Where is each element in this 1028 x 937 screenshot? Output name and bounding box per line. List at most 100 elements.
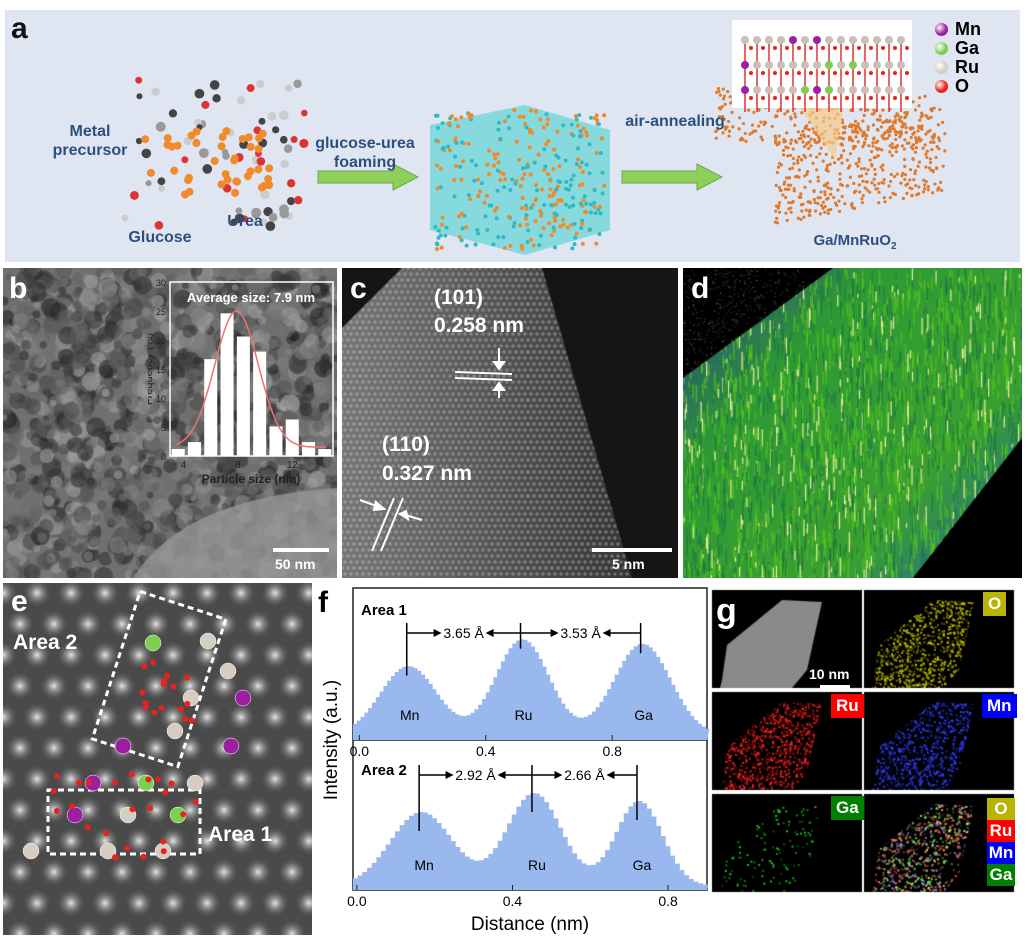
foam-particle <box>543 164 548 169</box>
panel-label-b: b <box>9 272 28 305</box>
particle <box>892 175 897 179</box>
particle <box>899 133 903 137</box>
atom <box>135 76 143 84</box>
foam-particle <box>468 197 473 202</box>
foam-particle <box>539 213 544 218</box>
particle <box>905 191 909 195</box>
ru-atom <box>186 774 204 792</box>
metal-ion <box>257 183 266 192</box>
particle <box>806 134 810 138</box>
histogram-bar <box>253 351 267 456</box>
legend-label: O <box>955 76 970 96</box>
particle <box>729 101 733 105</box>
particle <box>903 173 908 177</box>
particle <box>815 155 819 159</box>
particle <box>804 208 808 212</box>
o-atom <box>180 811 187 818</box>
particle <box>808 213 812 217</box>
particle <box>838 209 842 213</box>
metal-atom <box>873 61 881 69</box>
atom <box>135 137 143 145</box>
o-atom <box>68 803 75 810</box>
x-axis-label: Particle size (nm) <box>202 472 301 486</box>
particle <box>908 178 912 182</box>
particle <box>801 129 805 133</box>
foam-particle <box>548 178 553 183</box>
particle <box>875 187 880 191</box>
foam-particle <box>556 179 561 184</box>
particle <box>905 141 909 145</box>
foam-particle <box>520 196 525 201</box>
foam-particle <box>517 114 522 119</box>
y-axis-label: Intensity (a.u.) <box>321 680 342 800</box>
foam-particle <box>531 202 536 207</box>
atom <box>278 110 289 121</box>
foam-particle <box>440 215 445 220</box>
particle <box>933 182 937 186</box>
particle <box>796 161 800 165</box>
particle <box>887 133 892 138</box>
atom <box>280 159 289 169</box>
particle <box>925 155 929 160</box>
metal-atom <box>789 86 797 94</box>
foam-particle <box>588 227 593 232</box>
particle <box>872 156 877 160</box>
particle <box>826 169 830 173</box>
metal-atom <box>753 61 761 69</box>
metal-atom <box>885 61 893 69</box>
particle <box>853 119 858 123</box>
particle <box>891 124 895 128</box>
foam-particle <box>578 129 583 134</box>
metal-ion <box>218 133 227 142</box>
particle <box>722 97 726 101</box>
foam-particle <box>524 213 529 218</box>
particle <box>777 134 781 138</box>
metal-atom <box>825 86 833 94</box>
particle <box>792 189 796 193</box>
foam-particle <box>566 187 571 192</box>
particle <box>853 127 858 131</box>
foam-particle <box>520 166 525 171</box>
particle <box>731 125 735 129</box>
foam-particle <box>473 242 478 247</box>
particle <box>789 206 793 210</box>
particle <box>924 132 928 136</box>
area-2-box <box>90 589 228 769</box>
foam-particle <box>472 178 477 183</box>
particle <box>864 180 868 184</box>
foam-particle <box>436 235 441 240</box>
particle <box>812 138 817 142</box>
ru-atom <box>199 632 217 650</box>
foam-particle <box>440 121 445 126</box>
particle <box>728 95 732 99</box>
foam-particle <box>541 226 546 231</box>
particle <box>849 203 854 207</box>
foam-particle <box>521 114 526 119</box>
foam-particle <box>545 122 550 127</box>
oxygen-atom <box>869 71 873 75</box>
intensity-profile-area <box>353 793 708 890</box>
foam-particle <box>494 216 499 221</box>
particle <box>845 184 849 188</box>
atom <box>284 84 293 92</box>
metal-atom <box>777 61 785 69</box>
atom <box>283 144 293 153</box>
atom <box>181 156 189 164</box>
area-label: Area 1 <box>361 602 407 619</box>
particle <box>782 182 786 186</box>
synthesis-schematic <box>121 20 947 255</box>
particle <box>840 183 844 187</box>
particle <box>826 196 830 200</box>
particle <box>777 142 781 146</box>
particle <box>818 212 822 216</box>
ru-atom <box>166 722 184 740</box>
particle <box>781 148 786 153</box>
foam-particle <box>485 194 490 199</box>
foam-particle <box>435 113 440 118</box>
particle <box>903 116 907 120</box>
foam-particle <box>498 177 503 182</box>
foam-particle <box>493 156 498 161</box>
foam-particle <box>553 218 558 223</box>
oxygen-atom <box>845 71 849 75</box>
particle <box>889 126 894 130</box>
